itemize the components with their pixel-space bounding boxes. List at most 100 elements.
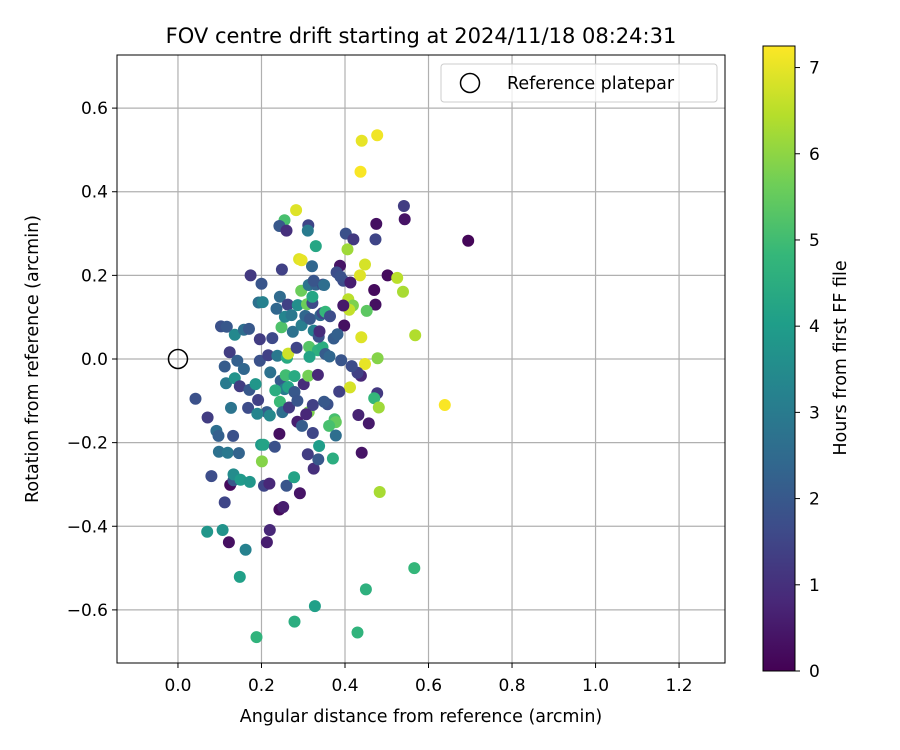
data-point: [355, 446, 368, 459]
data-point: [273, 395, 286, 408]
y-tick-label: −0.4: [67, 517, 108, 537]
data-point: [359, 583, 372, 596]
data-point: [308, 600, 321, 613]
data-point: [397, 200, 410, 212]
data-point: [347, 233, 360, 246]
y-tick-label: −0.2: [67, 434, 108, 454]
data-point: [323, 350, 336, 363]
data-point: [273, 427, 286, 440]
data-point: [307, 274, 320, 287]
data-point: [398, 213, 411, 226]
data-point: [307, 462, 320, 475]
data-point: [354, 269, 366, 282]
data-point: [266, 332, 279, 345]
data-point: [369, 233, 382, 246]
data-point: [201, 411, 214, 424]
data-point: [220, 320, 233, 333]
data-point: [313, 325, 326, 338]
data-point: [252, 394, 265, 406]
data-point: [212, 429, 225, 442]
x-tick-label: 0.0: [164, 676, 191, 696]
data-point: [251, 407, 264, 420]
data-point: [333, 385, 346, 398]
data-point: [231, 354, 244, 367]
data-point: [408, 562, 421, 575]
data-point: [462, 234, 475, 247]
data-point: [313, 440, 326, 452]
data-point: [301, 448, 314, 461]
data-point: [334, 270, 347, 283]
data-point: [260, 536, 273, 549]
data-point: [250, 631, 263, 644]
data-point: [381, 269, 394, 282]
legend-open-circle-marker: [459, 72, 481, 94]
y-tick-label: 0.0: [81, 350, 108, 370]
data-point: [312, 453, 325, 466]
data-point: [255, 277, 268, 290]
data-point: [239, 543, 252, 556]
data-point: [280, 224, 293, 237]
x-axis-label: Angular distance from reference (arcmin): [240, 707, 603, 727]
reference-platepar-marker: [167, 348, 189, 370]
data-point: [225, 401, 237, 414]
data-point: [352, 409, 365, 421]
data-point: [355, 331, 368, 344]
colorbar-tick-label: 4: [809, 317, 820, 337]
data-point: [326, 452, 339, 465]
data-point: [295, 319, 308, 332]
data-point: [243, 475, 256, 488]
y-tick-label: −0.6: [67, 601, 108, 621]
data-point: [227, 429, 240, 442]
data-point: [277, 501, 290, 513]
data-point: [296, 419, 308, 432]
data-point: [341, 243, 354, 256]
data-point: [285, 309, 298, 322]
data-point: [354, 165, 367, 178]
x-tick-label: 1.0: [582, 676, 609, 696]
data-point: [275, 321, 288, 334]
data-point: [344, 381, 356, 394]
y-tick-label: 0.2: [81, 266, 108, 286]
colorbar-tick-label: 2: [809, 490, 820, 510]
data-point: [318, 395, 331, 408]
data-point: [271, 349, 284, 362]
data-point: [263, 409, 276, 422]
data-point: [360, 304, 373, 317]
data-point: [243, 322, 255, 335]
data-point: [220, 377, 232, 390]
data-point: [275, 263, 288, 276]
y-tick-label: 0.4: [81, 183, 108, 203]
data-point: [362, 417, 375, 430]
data-point: [222, 536, 235, 549]
data-point: [331, 328, 344, 341]
colorbar-tick-label: 6: [809, 145, 820, 165]
data-point: [263, 477, 276, 490]
data-point: [288, 471, 301, 484]
data-point: [232, 447, 245, 460]
data-point: [372, 401, 385, 414]
colorbar-tick-label: 3: [809, 403, 820, 423]
colorbar-tick-label: 5: [809, 231, 820, 251]
data-point: [371, 352, 384, 365]
data-point: [306, 290, 319, 303]
data-point: [281, 298, 294, 311]
colorbar-tick-label: 7: [809, 59, 820, 79]
data-point: [391, 271, 404, 284]
data-point: [270, 302, 283, 315]
x-tick-label: 0.8: [499, 676, 526, 696]
data-point: [309, 240, 322, 253]
data-point: [369, 298, 382, 311]
data-point: [279, 369, 292, 382]
data-point: [303, 350, 316, 363]
data-point: [293, 487, 306, 500]
data-points: [189, 129, 475, 644]
colorbar: [763, 46, 795, 671]
x-tick-label: 0.4: [331, 676, 358, 696]
data-point: [189, 392, 202, 405]
data-point: [409, 329, 422, 342]
legend-box: [440, 63, 718, 103]
data-point: [249, 378, 262, 391]
data-point: [228, 328, 241, 341]
data-point: [221, 446, 234, 459]
data-point: [324, 310, 336, 323]
